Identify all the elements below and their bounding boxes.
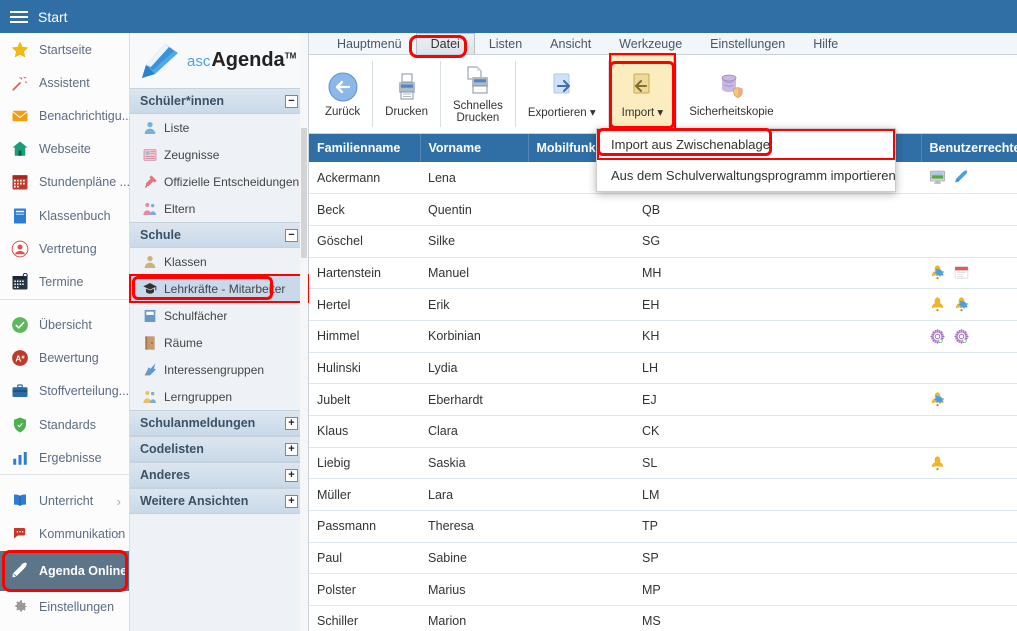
svg-text:A*: A* <box>15 355 25 364</box>
